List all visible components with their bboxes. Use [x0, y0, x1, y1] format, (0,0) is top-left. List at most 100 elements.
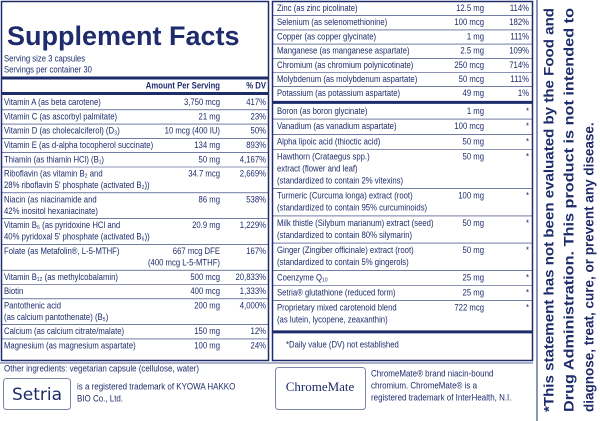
- nutrient-name: Zinc (as zinc picolinate): [277, 2, 358, 13]
- nutrient-dv: *: [526, 136, 530, 147]
- nutrient-amount: 50 mg: [463, 136, 485, 147]
- nutrient-amount: 134 mg: [194, 139, 220, 150]
- nutrient-name: Alpha lipoic acid (thioctic acid): [277, 136, 381, 147]
- nutrient-dv: 50%: [251, 125, 267, 136]
- nutrient-name: Setria® glutathione (reduced form): [277, 287, 396, 298]
- nutrient-amount: 50 mg: [463, 244, 485, 255]
- nutrient-name: Pantothenic acid: [4, 300, 61, 311]
- nutrient-name: Copper (as copper glycinate): [277, 31, 376, 42]
- nutrient-dv: 114%: [510, 2, 530, 13]
- nutrient-amount: 2.5 mg: [460, 45, 484, 56]
- nutrient-dv: *: [526, 302, 530, 313]
- nutrient-amount: 1 mg: [467, 31, 484, 42]
- nutrient-dv: 4,167%: [240, 154, 267, 165]
- nutrient-dv: *: [526, 190, 530, 201]
- nutrient-amount: 100 mg: [194, 340, 220, 351]
- nutrient-name: Boron (as boron glycinate): [277, 105, 368, 116]
- nutrient-amount: 722 mcg: [454, 302, 484, 313]
- nutrient-amount: 21 mg: [199, 111, 221, 122]
- nutrient-dv: 893%: [246, 139, 266, 150]
- facts-panel-right: [271, 0, 534, 362]
- nutrient-dv: *: [526, 105, 530, 116]
- nutrient-name: Riboflavin (as vitamin B₂ and: [4, 168, 103, 179]
- nutrient-name: (standardized to contain 95% curcuminoid…: [277, 202, 427, 213]
- nutrient-amount: 50 mg: [463, 217, 485, 228]
- nutrient-dv: 1,229%: [240, 220, 267, 231]
- nutrient-dv: 714%: [509, 59, 529, 70]
- nutrient-dv: *: [526, 272, 530, 283]
- setria-logo: Setria: [12, 385, 62, 405]
- nutrient-amount: 49 mg: [463, 88, 485, 99]
- disclaimer-line: Drug Administration. This product is not…: [562, 8, 577, 412]
- nutrient-name: Vitamin E (as d-alpha tocopherol succina…: [4, 139, 153, 150]
- nutrient-amount: 667 mcg DFE: [173, 245, 220, 256]
- nutrient-dv: 109%: [509, 45, 529, 56]
- nutrient-amount: 10 mcg (400 IU): [165, 125, 220, 136]
- chromemate-note: ChromeMate® brand niacin-bound: [371, 368, 494, 379]
- nutrient-amount: 86 mg: [199, 194, 221, 205]
- nutrient-name: Turmeric (Curcuma longa) extract (root): [277, 190, 413, 201]
- nutrient-amount: 150 mg: [194, 326, 220, 337]
- nutrient-dv: 167%: [246, 245, 266, 256]
- chromemate-note: chromium. ChromeMate® is a: [371, 380, 477, 391]
- chromemate-logo: ChromeMate: [286, 379, 355, 394]
- nutrient-amount: 50 mg: [199, 154, 221, 165]
- setria-note: is a registered trademark of KYOWA HAKKO: [77, 381, 236, 392]
- nutrient-name: Vitamin C (as ascorbyl palmitate): [4, 111, 117, 122]
- nutrient-amount: 3,750 mcg: [184, 96, 220, 107]
- nutrient-name: 40% pyridoxal 5' phosphate (activated B₆…: [4, 231, 150, 242]
- nutrient-name: Coenzyme Q₁₀: [277, 272, 328, 283]
- nutrient-amount: 20.9 mg: [192, 220, 220, 231]
- nutrient-name: Folate (as Metafolin®, L-5-MTHF): [4, 245, 120, 256]
- facts-panel-left: [0, 0, 270, 362]
- nutrient-amount: 50 mg: [463, 151, 485, 162]
- nutrient-name: (standardized to contain 5% gingerols): [277, 256, 409, 267]
- nutrient-dv: 182%: [509, 17, 529, 28]
- nutrient-name: Chromium (as chromium polynicotinate): [277, 59, 414, 70]
- nutrient-name: 42% inositol hexaniacinate): [4, 205, 98, 216]
- nutrient-name: Potassium (as potassium aspartate): [277, 88, 400, 99]
- nutrient-amount: 500 mcg: [190, 271, 220, 282]
- nutrient-dv: 111%: [510, 73, 529, 84]
- nutrient-amount: 25 mg: [463, 272, 485, 283]
- servings-per-container: Servings per container 30: [4, 64, 92, 75]
- nutrient-name: Thiamin (as thiamin HCl) (B₁): [4, 154, 104, 165]
- nutrient-name: extract (flower and leaf): [277, 163, 358, 174]
- nutrient-dv: 417%: [246, 96, 266, 107]
- serving-size: Serving size 3 capsules: [4, 53, 85, 64]
- footnote: *Daily value (DV) not established: [286, 339, 399, 350]
- nutrient-amount: 1 mg: [467, 105, 484, 116]
- title: Supplement Facts: [7, 21, 240, 51]
- nutrient-amount: 25 mg: [463, 287, 485, 298]
- nutrient-dv: 24%: [251, 340, 267, 351]
- nutrient-amount: 34.7 mcg: [188, 168, 220, 179]
- nutrient-name: Hawthorn (Crataegus spp.): [277, 151, 370, 162]
- nutrient-name: (as lutein, lycopene, zeaxanthin): [277, 314, 388, 325]
- disclaimer-line: diagnose, treat, cure, or prevent any di…: [582, 122, 597, 412]
- nutrient-dv: 23%: [251, 111, 267, 122]
- nutrient-name: Vitamin A (as beta carotene): [4, 96, 101, 107]
- nutrient-dv: *: [526, 151, 530, 162]
- nutrient-dv: 2,669%: [240, 168, 267, 179]
- nutrient-name: Vanadium (as vanadium aspartate): [277, 120, 397, 131]
- nutrient-amount: 100 mg: [458, 190, 484, 201]
- nutrient-dv: *: [526, 120, 530, 131]
- nutrient-name: Milk thistle (Silybum marianum) extract …: [277, 217, 434, 228]
- nutrient-dv: 20,833%: [236, 271, 267, 282]
- nutrient-name: Magnesium (as magnesium aspartate): [4, 340, 136, 351]
- nutrient-name: (standardized to contain 80% silymarin): [277, 229, 412, 240]
- nutrient-name: Calcium (as calcium citrate/malate): [4, 326, 124, 337]
- nutrient-name: Molybdenum (as molybdenum aspartate): [277, 73, 417, 84]
- nutrient-name: Vitamin B₆ (as pyridoxine HCl and: [4, 220, 120, 231]
- nutrient-amount: (400 mcg L-5-MTHF): [148, 257, 220, 268]
- chromemate-note: registered trademark of InterHealth, N.I…: [371, 392, 511, 403]
- other-ingredients: Other ingredients: vegetarian capsule (c…: [4, 363, 199, 374]
- nutrient-name: Niacin (as niacinamide and: [4, 194, 97, 205]
- nutrient-name: Vitamin B₁₂ (as methylcobalamin): [4, 271, 118, 282]
- nutrient-name: Selenium (as selenomethionine): [277, 17, 387, 28]
- nutrient-dv: 4,000%: [240, 300, 267, 311]
- amount-header: Amount Per Serving: [146, 80, 220, 91]
- nutrient-name: Vitamin D (as cholecalciferol) (D₃): [4, 125, 120, 136]
